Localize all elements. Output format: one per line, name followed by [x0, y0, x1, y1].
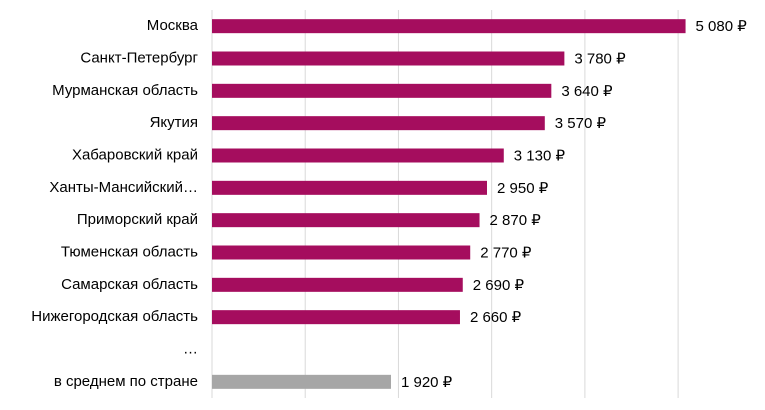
- category-label: Якутия: [150, 114, 198, 131]
- bar: [212, 374, 391, 389]
- category-label: Нижегородская область: [31, 308, 198, 325]
- bar: [212, 83, 552, 98]
- category-label: …: [183, 340, 198, 357]
- value-label: 3 130 ₽: [514, 147, 566, 164]
- bar: [212, 245, 471, 260]
- bar: [212, 116, 545, 131]
- bar: [212, 213, 480, 228]
- value-label: 3 780 ₽: [574, 50, 626, 67]
- value-label: 5 080 ₽: [696, 18, 748, 35]
- category-label: Самарская область: [61, 276, 198, 293]
- category-label: в среднем по стране: [54, 373, 198, 390]
- bar: [212, 51, 565, 66]
- value-label: 2 770 ₽: [480, 244, 532, 261]
- category-label: Тюменская область: [61, 243, 198, 260]
- category-label: Москва: [147, 17, 199, 34]
- value-label: 3 640 ₽: [561, 83, 613, 100]
- value-label: 2 690 ₽: [473, 277, 525, 294]
- bar: [212, 310, 460, 325]
- bar: [212, 19, 686, 34]
- category-label: Санкт-Петербург: [80, 49, 198, 66]
- value-label: 2 950 ₽: [497, 180, 549, 197]
- category-label: Ханты-Мансийский…: [49, 179, 198, 196]
- bar: [212, 148, 504, 163]
- value-label: 1 920 ₽: [401, 374, 453, 391]
- category-label: Приморский край: [77, 211, 198, 228]
- bar: [212, 180, 487, 195]
- value-label: 2 660 ₽: [470, 309, 522, 326]
- value-label: 3 570 ₽: [555, 115, 607, 132]
- category-label: Мурманская область: [52, 82, 198, 99]
- bar: [212, 277, 463, 292]
- value-label: 2 870 ₽: [490, 212, 542, 229]
- category-label: Хабаровский край: [72, 146, 198, 163]
